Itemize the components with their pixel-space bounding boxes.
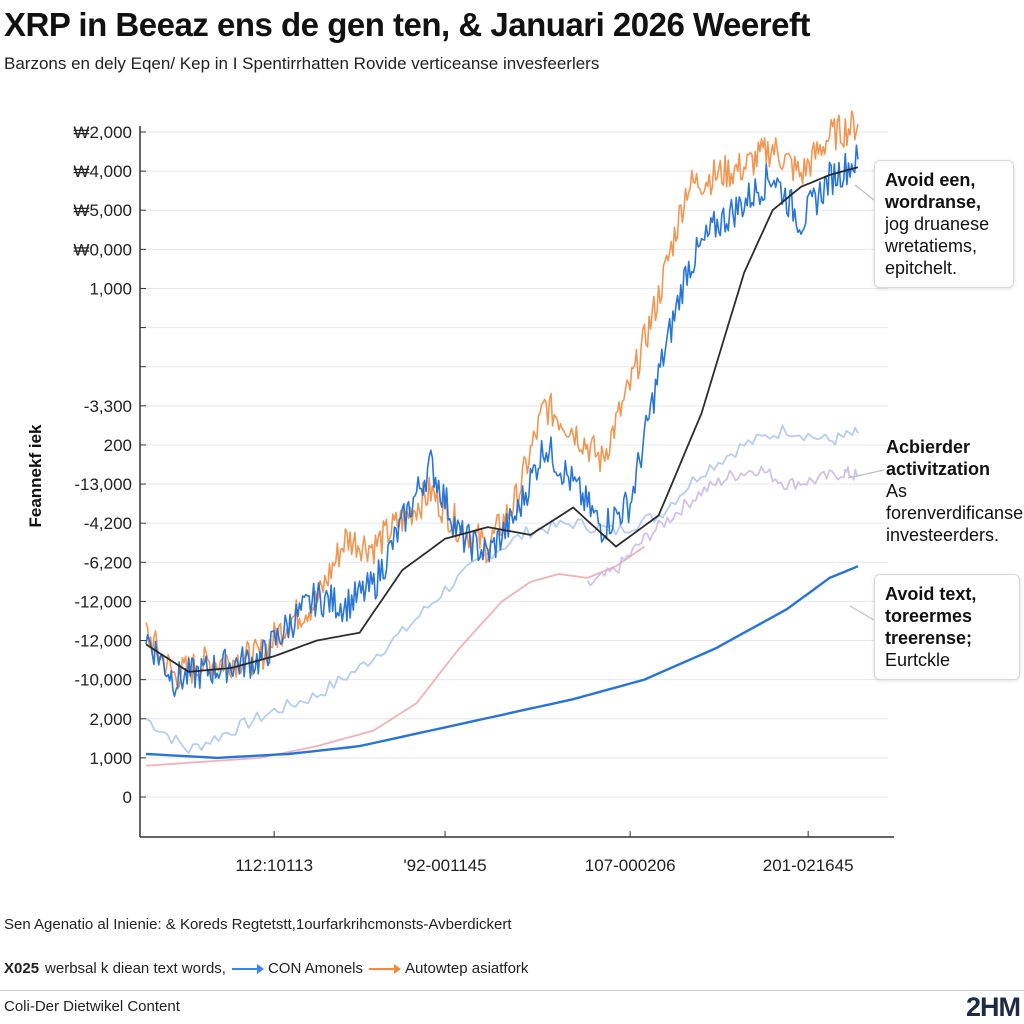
annotation-1: Avoid een, wordranse, jog druanese wreta… <box>874 160 1014 288</box>
x-tick-label: 107-000206 <box>585 856 676 875</box>
y-tick-label: -12,000 <box>74 632 132 651</box>
y-tick-label: ₩2,000 <box>73 123 132 142</box>
footer-credit: Coli-Der Dietwikel Content <box>4 998 180 1015</box>
legend-lead: X025 <box>4 960 40 977</box>
y-tick-label: ₩0,000 <box>73 240 132 259</box>
y-tick-label: 1,000 <box>89 279 132 298</box>
annotation-connector <box>854 184 875 201</box>
y-tick-label: -12,000 <box>74 592 132 611</box>
y-tick-label: ₩5,000 <box>73 201 132 220</box>
source-note: Sen Agenatio al Inienie: & Koreds Regtet… <box>4 916 512 933</box>
annotation-connector <box>849 605 875 621</box>
series-line-3 <box>145 166 859 673</box>
annotation-connector <box>847 469 885 479</box>
legend-item-1-swatch <box>231 963 264 974</box>
annotation-3-body: Eurtckle <box>885 650 951 670</box>
legend-item-2-label: CON Amonels <box>267 960 364 977</box>
chart-title: XRP in Beeaz ens de gen ten, & Januari 2… <box>4 6 810 43</box>
series-line-1 <box>145 144 859 698</box>
series-line-7 <box>145 565 859 760</box>
annotation-3-heading: Avoid text, toreermes treerense; <box>885 584 977 648</box>
series-line-6 <box>586 465 859 587</box>
y-tick-label: -4,200 <box>84 514 132 533</box>
annotation-2-heading: Acbierder activitzation <box>886 437 991 479</box>
y-tick-label: 200 <box>104 436 132 455</box>
series-line-4 <box>145 424 859 754</box>
y-tick-label: -10,000 <box>74 671 132 690</box>
y-tick-label: 2,000 <box>89 710 132 729</box>
legend-item-2-swatch <box>369 963 402 974</box>
legend: X025 werbsal k diean text words, CON Amo… <box>4 960 528 977</box>
annotation-2: Acbierder activitzation As forenverdific… <box>886 436 1024 546</box>
series-line-5 <box>145 545 645 767</box>
y-tick-label: -13,000 <box>74 475 132 494</box>
legend-item-1-label: werbsal k diean text words, <box>45 960 226 977</box>
y-tick-label: -6,200 <box>84 553 132 572</box>
annotation-2-body: As forenverdificanse investeerders. <box>886 481 1024 545</box>
chart-area: ₩2,000 ₩4,000 ₩5,000 ₩0,000 1,000 -3,300 200 -1… <box>73 110 894 875</box>
brand-logo: 2HM <box>965 992 1021 1022</box>
x-tick-label: 112:10113 <box>235 856 313 875</box>
y-tick-label: 1,000 <box>89 749 132 768</box>
y-tick-label: -3,300 <box>84 397 132 416</box>
annotation-3: Avoid text, toreermes treerense; Eurtckl… <box>874 574 1020 680</box>
y-tick-label: 0 <box>123 788 132 807</box>
x-tick-label: '92-001145 <box>403 856 486 875</box>
y-tick-label: ₩4,000 <box>73 162 132 181</box>
chart-subtitle: Barzons en dely Eqen/ Kep in I Spentirrh… <box>4 54 600 73</box>
annotation-1-heading: Avoid een, wordranse, <box>885 170 982 212</box>
footer-divider <box>0 990 1024 991</box>
annotation-1-body: jog druanese wretatiems, epitchelt. <box>885 214 990 278</box>
x-tick-label: 201-021645 <box>763 856 854 875</box>
legend-item-3-label: Autowtep asiatfork <box>405 960 529 977</box>
